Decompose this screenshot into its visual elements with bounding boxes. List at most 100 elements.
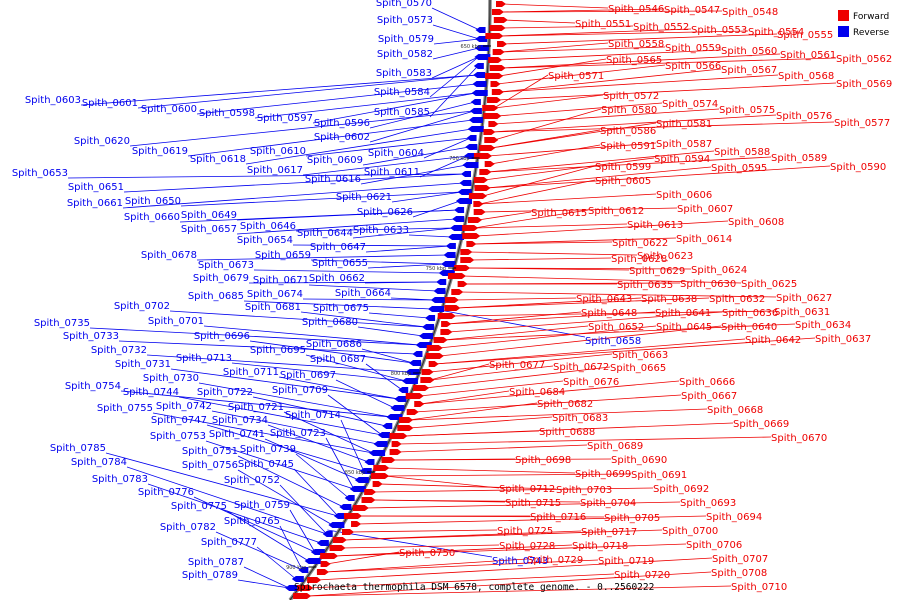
reverse-gene-label[interactable]: Spith_0601 xyxy=(82,98,138,109)
reverse-gene-label[interactable]: Spith_0697 xyxy=(280,370,336,381)
reverse-gene-label[interactable]: Spith_0620 xyxy=(74,136,130,147)
forward-gene-label[interactable]: Spith_0645 xyxy=(656,322,712,333)
forward-gene-label[interactable]: Spith_0676 xyxy=(563,377,619,388)
reverse-gene-label[interactable]: Spith_0775 xyxy=(171,501,227,512)
forward-gene-label[interactable]: Spith_0668 xyxy=(707,405,763,416)
reverse-gene-label[interactable]: Spith_0745 xyxy=(238,459,294,470)
forward-gene-label[interactable]: Spith_0588 xyxy=(714,147,770,158)
forward-gene-label[interactable]: Spith_0635 xyxy=(617,280,673,291)
forward-gene-label[interactable]: Spith_0615 xyxy=(531,208,587,219)
forward-gene-label[interactable]: Spith_0703 xyxy=(556,485,612,496)
forward-gene-label[interactable]: Spith_0558 xyxy=(608,39,664,50)
forward-gene-label[interactable]: Spith_0665 xyxy=(610,363,666,374)
reverse-gene-label[interactable]: Spith_0646 xyxy=(240,221,296,232)
reverse-gene-label[interactable]: Spith_0755 xyxy=(97,403,153,414)
reverse-gene-label[interactable]: Spith_0673 xyxy=(198,260,254,271)
forward-gene-label[interactable]: Spith_0571 xyxy=(548,71,604,82)
forward-gene-label[interactable]: Spith_0590 xyxy=(830,162,886,173)
reverse-gene-label[interactable]: Spith_0619 xyxy=(132,146,188,157)
reverse-gene-label[interactable]: Spith_0610 xyxy=(250,146,306,157)
forward-gene-label[interactable]: Spith_0594 xyxy=(654,154,710,165)
reverse-gene-label[interactable]: Spith_0647 xyxy=(310,242,366,253)
reverse-gene-label[interactable]: Spith_0609 xyxy=(307,155,363,166)
reverse-gene-label[interactable]: Spith_0753 xyxy=(150,431,206,442)
forward-gene-label[interactable]: Spith_0572 xyxy=(603,91,659,102)
forward-gene-label[interactable]: Spith_0629 xyxy=(629,266,685,277)
forward-gene-label[interactable]: Spith_0628 xyxy=(611,254,667,265)
reverse-gene-label[interactable]: Spith_0751 xyxy=(182,446,238,457)
reverse-gene-label[interactable]: Spith_0658 xyxy=(585,336,641,347)
forward-gene-label[interactable]: Spith_0716 xyxy=(530,512,586,523)
reverse-gene-label[interactable]: Spith_0743 xyxy=(492,556,548,567)
reverse-gene-label[interactable]: Spith_0644 xyxy=(297,228,353,239)
reverse-gene-label[interactable]: Spith_0735 xyxy=(34,318,90,329)
reverse-gene-label[interactable]: Spith_0651 xyxy=(68,182,124,193)
reverse-gene-label[interactable]: Spith_0789 xyxy=(182,570,238,581)
forward-gene-label[interactable]: Spith_0565 xyxy=(606,55,662,66)
forward-gene-label[interactable]: Spith_0667 xyxy=(681,391,737,402)
reverse-gene-label[interactable]: Spith_0731 xyxy=(115,359,171,370)
reverse-gene-label[interactable]: Spith_0686 xyxy=(306,339,362,350)
forward-gene-label[interactable]: Spith_0666 xyxy=(679,377,735,388)
forward-gene-label[interactable]: Spith_0750 xyxy=(399,548,455,559)
forward-gene-label[interactable]: Spith_0694 xyxy=(706,512,762,523)
reverse-gene-label[interactable]: Spith_0776 xyxy=(138,487,194,498)
forward-gene-label[interactable]: Spith_0627 xyxy=(776,293,832,304)
reverse-gene-label[interactable]: Spith_0759 xyxy=(234,500,290,511)
reverse-gene-label[interactable]: Spith_0685 xyxy=(188,291,244,302)
forward-gene-label[interactable]: Spith_0551 xyxy=(575,19,631,30)
reverse-gene-label[interactable]: Spith_0714 xyxy=(285,410,341,421)
forward-gene-label[interactable]: Spith_0577 xyxy=(834,118,890,129)
forward-gene-label[interactable]: Spith_0606 xyxy=(656,190,712,201)
reverse-gene-label[interactable]: Spith_0671 xyxy=(253,275,309,286)
reverse-gene-label[interactable]: Spith_0603 xyxy=(25,95,81,106)
reverse-gene-label[interactable]: Spith_0584 xyxy=(374,87,430,98)
reverse-gene-label[interactable]: Spith_0783 xyxy=(92,474,148,485)
forward-gene-label[interactable]: Spith_0625 xyxy=(741,279,797,290)
reverse-gene-label[interactable]: Spith_0765 xyxy=(224,516,280,527)
forward-gene-label[interactable]: Spith_0553 xyxy=(691,25,747,36)
forward-gene-label[interactable]: Spith_0677 xyxy=(489,360,545,371)
forward-gene-label[interactable]: Spith_0641 xyxy=(655,308,711,319)
forward-gene-label[interactable]: Spith_0642 xyxy=(745,335,801,346)
reverse-gene-label[interactable]: Spith_0741 xyxy=(209,429,265,440)
reverse-gene-label[interactable]: Spith_0713 xyxy=(176,353,232,364)
reverse-gene-label[interactable]: Spith_0650 xyxy=(125,196,181,207)
reverse-gene-label[interactable]: Spith_0695 xyxy=(250,345,306,356)
forward-gene-label[interactable]: Spith_0708 xyxy=(711,568,767,579)
forward-gene-label[interactable]: Spith_0700 xyxy=(662,526,718,537)
forward-gene-label[interactable]: Spith_0710 xyxy=(731,582,787,593)
reverse-gene-label[interactable]: Spith_0782 xyxy=(160,522,216,533)
forward-gene-label[interactable]: Spith_0552 xyxy=(633,22,689,33)
forward-gene-label[interactable]: Spith_0725 xyxy=(497,526,553,537)
reverse-gene-label[interactable]: Spith_0664 xyxy=(335,288,391,299)
reverse-gene-label[interactable]: Spith_0655 xyxy=(312,258,368,269)
forward-gene-label[interactable]: Spith_0720 xyxy=(614,570,670,581)
forward-gene-label[interactable]: Spith_0698 xyxy=(515,455,571,466)
forward-gene-label[interactable]: Spith_0546 xyxy=(608,4,664,15)
forward-gene-label[interactable]: Spith_0648 xyxy=(581,308,637,319)
forward-gene-label[interactable]: Spith_0712 xyxy=(499,484,555,495)
reverse-gene-label[interactable]: Spith_0611 xyxy=(364,167,420,178)
reverse-gene-label[interactable]: Spith_0784 xyxy=(71,457,127,468)
reverse-gene-label[interactable]: Spith_0654 xyxy=(237,235,293,246)
reverse-gene-label[interactable]: Spith_0696 xyxy=(194,331,250,342)
forward-gene-label[interactable]: Spith_0634 xyxy=(795,320,851,331)
reverse-gene-label[interactable]: Spith_0709 xyxy=(272,385,328,396)
reverse-gene-label[interactable]: Spith_0739 xyxy=(240,444,296,455)
forward-gene-label[interactable]: Spith_0705 xyxy=(604,513,660,524)
reverse-gene-label[interactable]: Spith_0701 xyxy=(148,316,204,327)
reverse-gene-label[interactable]: Spith_0621 xyxy=(336,192,392,203)
forward-gene-label[interactable]: Spith_0715 xyxy=(505,498,561,509)
forward-gene-label[interactable]: Spith_0605 xyxy=(595,176,651,187)
reverse-gene-label[interactable]: Spith_0687 xyxy=(310,354,366,365)
forward-gene-label[interactable]: Spith_0630 xyxy=(680,279,736,290)
reverse-gene-label[interactable]: Spith_0582 xyxy=(377,49,433,60)
forward-gene-label[interactable]: Spith_0636 xyxy=(722,308,778,319)
reverse-gene-label[interactable]: Spith_0722 xyxy=(197,387,253,398)
forward-gene-label[interactable]: Spith_0614 xyxy=(676,234,732,245)
forward-gene-label[interactable]: Spith_0640 xyxy=(721,322,777,333)
forward-gene-label[interactable]: Spith_0607 xyxy=(677,204,733,215)
reverse-gene-label[interactable]: Spith_0754 xyxy=(65,381,121,392)
forward-gene-label[interactable]: Spith_0574 xyxy=(662,99,718,110)
